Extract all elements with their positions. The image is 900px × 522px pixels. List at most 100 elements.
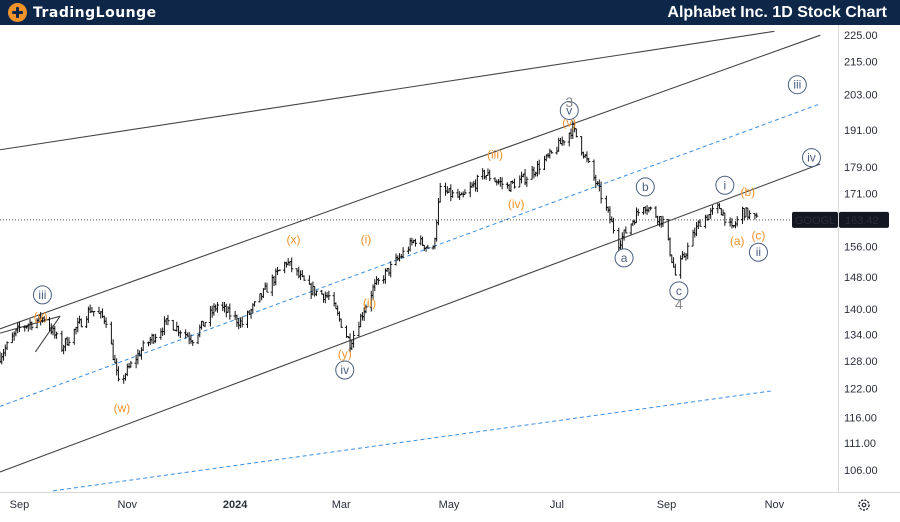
wave-label: (c): [751, 229, 765, 243]
settings-gear-icon[interactable]: [858, 499, 870, 511]
price-bar: [307, 275, 311, 285]
price-bar: [710, 205, 715, 215]
price-bar: [389, 261, 393, 278]
price-bar: [509, 181, 513, 192]
wave-label-circle: iv: [801, 148, 821, 168]
price-bar: [344, 325, 349, 338]
price-bar: [401, 247, 405, 259]
wave-label: (ii): [363, 296, 376, 310]
y-tick-label: 128.00: [844, 356, 878, 368]
price-bar: [0, 352, 4, 365]
price-bar: [587, 157, 591, 163]
price-bar: [171, 319, 175, 331]
price-bar: [753, 213, 757, 220]
price-bar: [730, 218, 734, 229]
price-bar: [162, 316, 167, 336]
price-bar: [228, 303, 232, 320]
price-bar: [608, 206, 612, 224]
price-chart[interactable]: iii(y)(w)(x)(y)iv(i)(ii)(iii)(iv)(v)v3ab…: [0, 25, 900, 522]
price-bar: [286, 258, 290, 266]
lower-channel-line: [0, 163, 821, 473]
price-bar: [488, 169, 492, 181]
logo-text: TradingLounge: [33, 5, 157, 21]
price-bar: [694, 221, 699, 237]
price-bar: [684, 252, 688, 261]
price-bar: [283, 261, 287, 274]
price-bar: [693, 227, 697, 238]
last-price-tag: 163.42: [839, 211, 889, 228]
wave-label-circle: a: [614, 248, 634, 268]
price-bar: [351, 330, 356, 348]
price-bar: [387, 267, 391, 276]
price-bar: [153, 333, 158, 343]
price-bar: [654, 206, 658, 218]
price-bar: [313, 286, 317, 297]
price-bar: [443, 182, 448, 196]
price-bar: [611, 217, 616, 234]
price-bar: [581, 151, 586, 159]
price-bar: [116, 366, 121, 382]
price-bar: [475, 174, 479, 193]
price-bar: [265, 282, 269, 293]
price-bar: [624, 226, 628, 234]
y-tick-label: 106.00: [844, 465, 878, 477]
price-bar: [187, 331, 191, 345]
price-bar: [136, 349, 140, 365]
price-bar: [1, 349, 6, 361]
price-bar: [191, 340, 195, 346]
price-bar: [258, 293, 262, 303]
price-bar: [709, 207, 713, 219]
y-tick-label: 134.00: [844, 329, 878, 341]
mid-dashed-line: [0, 103, 821, 407]
price-bar: [226, 306, 230, 313]
price-bar: [261, 288, 266, 298]
wave-label: (b): [740, 185, 755, 199]
price-bar: [5, 341, 9, 351]
price-bar: [419, 235, 423, 246]
logo-text-part1: TradingLounge: [33, 4, 157, 21]
price-bar: [323, 291, 327, 304]
wave-label-text: ii: [756, 245, 761, 259]
price-bar: [742, 207, 746, 221]
price-bar: [525, 176, 529, 188]
price-bar: [164, 318, 168, 325]
price-bar: [420, 236, 425, 246]
price-bar: [314, 290, 319, 296]
price-bar: [215, 302, 220, 313]
price-bar: [723, 212, 727, 226]
price-bar: [63, 338, 68, 352]
price-bar: [532, 166, 536, 179]
wave-labels-layer: iii(y)(w)(x)(y)iv(i)(ii)(iii)(iv)(v)v3ab…: [32, 75, 821, 415]
price-bar: [62, 344, 66, 355]
y-tick-label: 148.00: [844, 272, 878, 284]
price-bar: [178, 330, 182, 339]
price-bar: [51, 325, 55, 336]
price-bar: [321, 293, 326, 303]
wave-label-text: iv: [807, 151, 816, 165]
y-tick-label: 191.00: [844, 125, 878, 137]
x-tick-label: Sep: [657, 499, 677, 511]
wave-label-text: a: [621, 251, 628, 265]
wave-label-text: b: [642, 180, 649, 194]
upper-outer-line: [0, 30, 775, 151]
price-bar: [336, 305, 340, 316]
price-bar: [332, 292, 336, 307]
price-bar: [311, 281, 315, 296]
wave-label: 4: [675, 296, 683, 312]
price-bar: [748, 210, 752, 220]
price-bar: [214, 304, 218, 312]
wave-label: (y): [338, 347, 352, 361]
price-bar: [53, 325, 57, 339]
price-bar: [17, 321, 22, 332]
price-bar: [449, 184, 453, 202]
y-tick-label: 116.00: [844, 413, 877, 425]
price-bar: [735, 216, 739, 227]
axes-layer: 225.00 215.00 203.00 191.00 179.00 171.00 GOOG…: [0, 25, 900, 511]
price-bar: [606, 206, 610, 213]
price-bar: [438, 182, 442, 203]
y-tick-label: 156.00: [844, 242, 878, 254]
wave-label-circle: ii: [748, 242, 768, 262]
wave-label: (iv): [508, 197, 525, 211]
wave-label-text: v: [566, 103, 572, 117]
